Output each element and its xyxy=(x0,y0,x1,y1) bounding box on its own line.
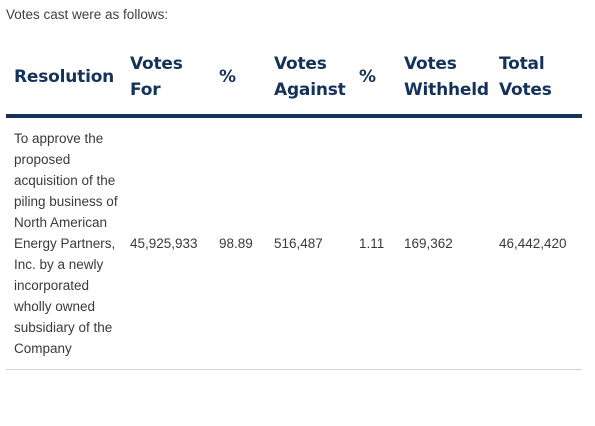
intro-text: Votes cast were as follows: xyxy=(6,7,169,22)
cell-percent-for: 98.89 xyxy=(211,116,266,370)
table-row: To approve the proposed acquisition of t… xyxy=(6,116,582,370)
cell-votes-against: 516,487 xyxy=(266,116,351,370)
cell-total-votes: 46,442,420 xyxy=(491,116,582,370)
header-row: Resolution Votes For % Votes Against % V… xyxy=(6,45,582,118)
table-header: Resolution Votes For % Votes Against % V… xyxy=(6,45,582,118)
header-votes-against: Votes Against xyxy=(266,45,351,118)
cell-resolution: To approve the proposed acquisition of t… xyxy=(6,116,122,370)
header-total-votes: Total Votes xyxy=(491,45,582,118)
header-percent-against: % xyxy=(351,45,396,118)
header-resolution: Resolution xyxy=(6,45,122,118)
header-percent-for: % xyxy=(211,45,266,118)
cell-percent-against: 1.11 xyxy=(351,116,396,370)
cell-votes-withheld: 169,362 xyxy=(396,116,491,370)
votes-table: Resolution Votes For % Votes Against % V… xyxy=(6,45,582,370)
header-votes-for: Votes For xyxy=(122,45,211,118)
header-votes-withheld: Votes Withheld xyxy=(396,45,491,118)
cell-votes-for: 45,925,933 xyxy=(122,116,211,370)
